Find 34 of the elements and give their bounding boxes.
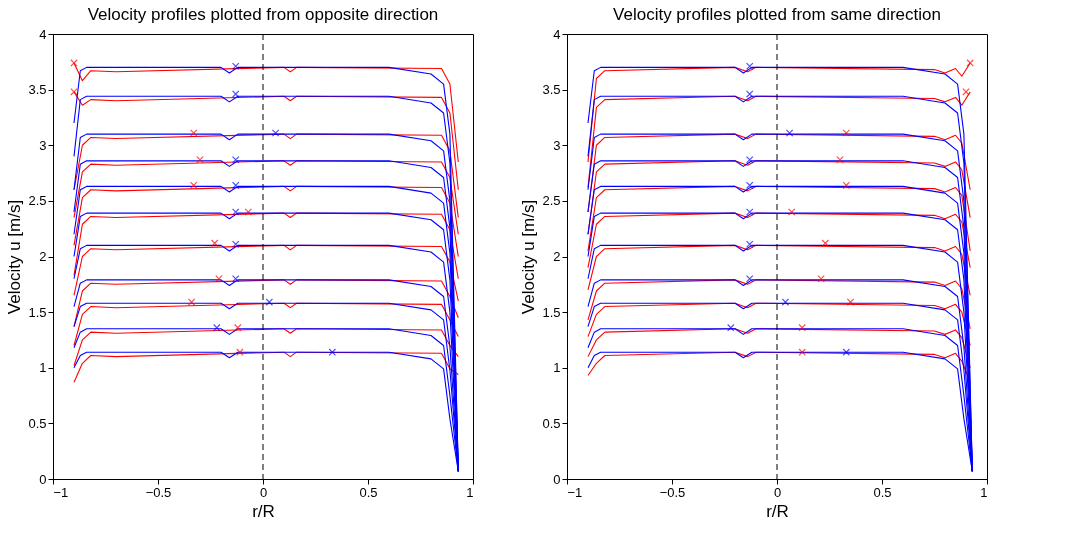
x-axis-title: r/R — [766, 501, 789, 521]
y-tick-label: 1 — [39, 360, 47, 376]
y-tick-label: 0.5 — [542, 415, 561, 431]
y-tick-label: 1.5 — [28, 304, 47, 320]
x-tick-label: −0.5 — [659, 484, 686, 500]
x-tick-label: 0 — [259, 484, 268, 500]
y-tick-label: 3 — [39, 137, 47, 153]
y-tick-label: 3.5 — [542, 82, 561, 98]
y-tick-label: 4 — [39, 26, 47, 42]
y-tick-label: 2.5 — [542, 193, 561, 209]
y-tick-label: 0 — [553, 471, 561, 487]
y-tick-label: 3 — [553, 137, 561, 153]
chart-title: Velocity profiles plotted from opposite direction — [87, 5, 439, 24]
y-tick-label: 1.5 — [542, 304, 561, 320]
y-tick-label: 3.5 — [28, 82, 47, 98]
y-tick-label: 1 — [553, 360, 561, 376]
x-axis-title: r/R — [252, 501, 275, 521]
y-tick-label: 4 — [553, 26, 561, 42]
x-tick-label: −1 — [567, 484, 583, 500]
chart-title: Velocity profiles plotted from same direction — [613, 5, 941, 24]
y-axis-title: Velocity u [m/s] — [5, 199, 25, 315]
y-tick-label: 2.5 — [28, 193, 47, 209]
x-tick-label: 0 — [773, 484, 782, 500]
x-tick-label: 1 — [466, 484, 474, 500]
x-tick-label: −0.5 — [145, 484, 172, 500]
y-axis-title: Velocity u [m/s] — [519, 199, 539, 315]
x-tick-label: 0.5 — [359, 484, 378, 500]
x-tick-label: 1 — [980, 484, 988, 500]
x-tick-label: −1 — [53, 484, 69, 500]
y-tick-label: 0 — [39, 471, 47, 487]
y-tick-label: 2 — [553, 249, 561, 264]
x-tick-label: 0.5 — [873, 484, 892, 500]
y-tick-label: 0.5 — [28, 415, 47, 431]
y-tick-label: 2 — [39, 249, 47, 264]
